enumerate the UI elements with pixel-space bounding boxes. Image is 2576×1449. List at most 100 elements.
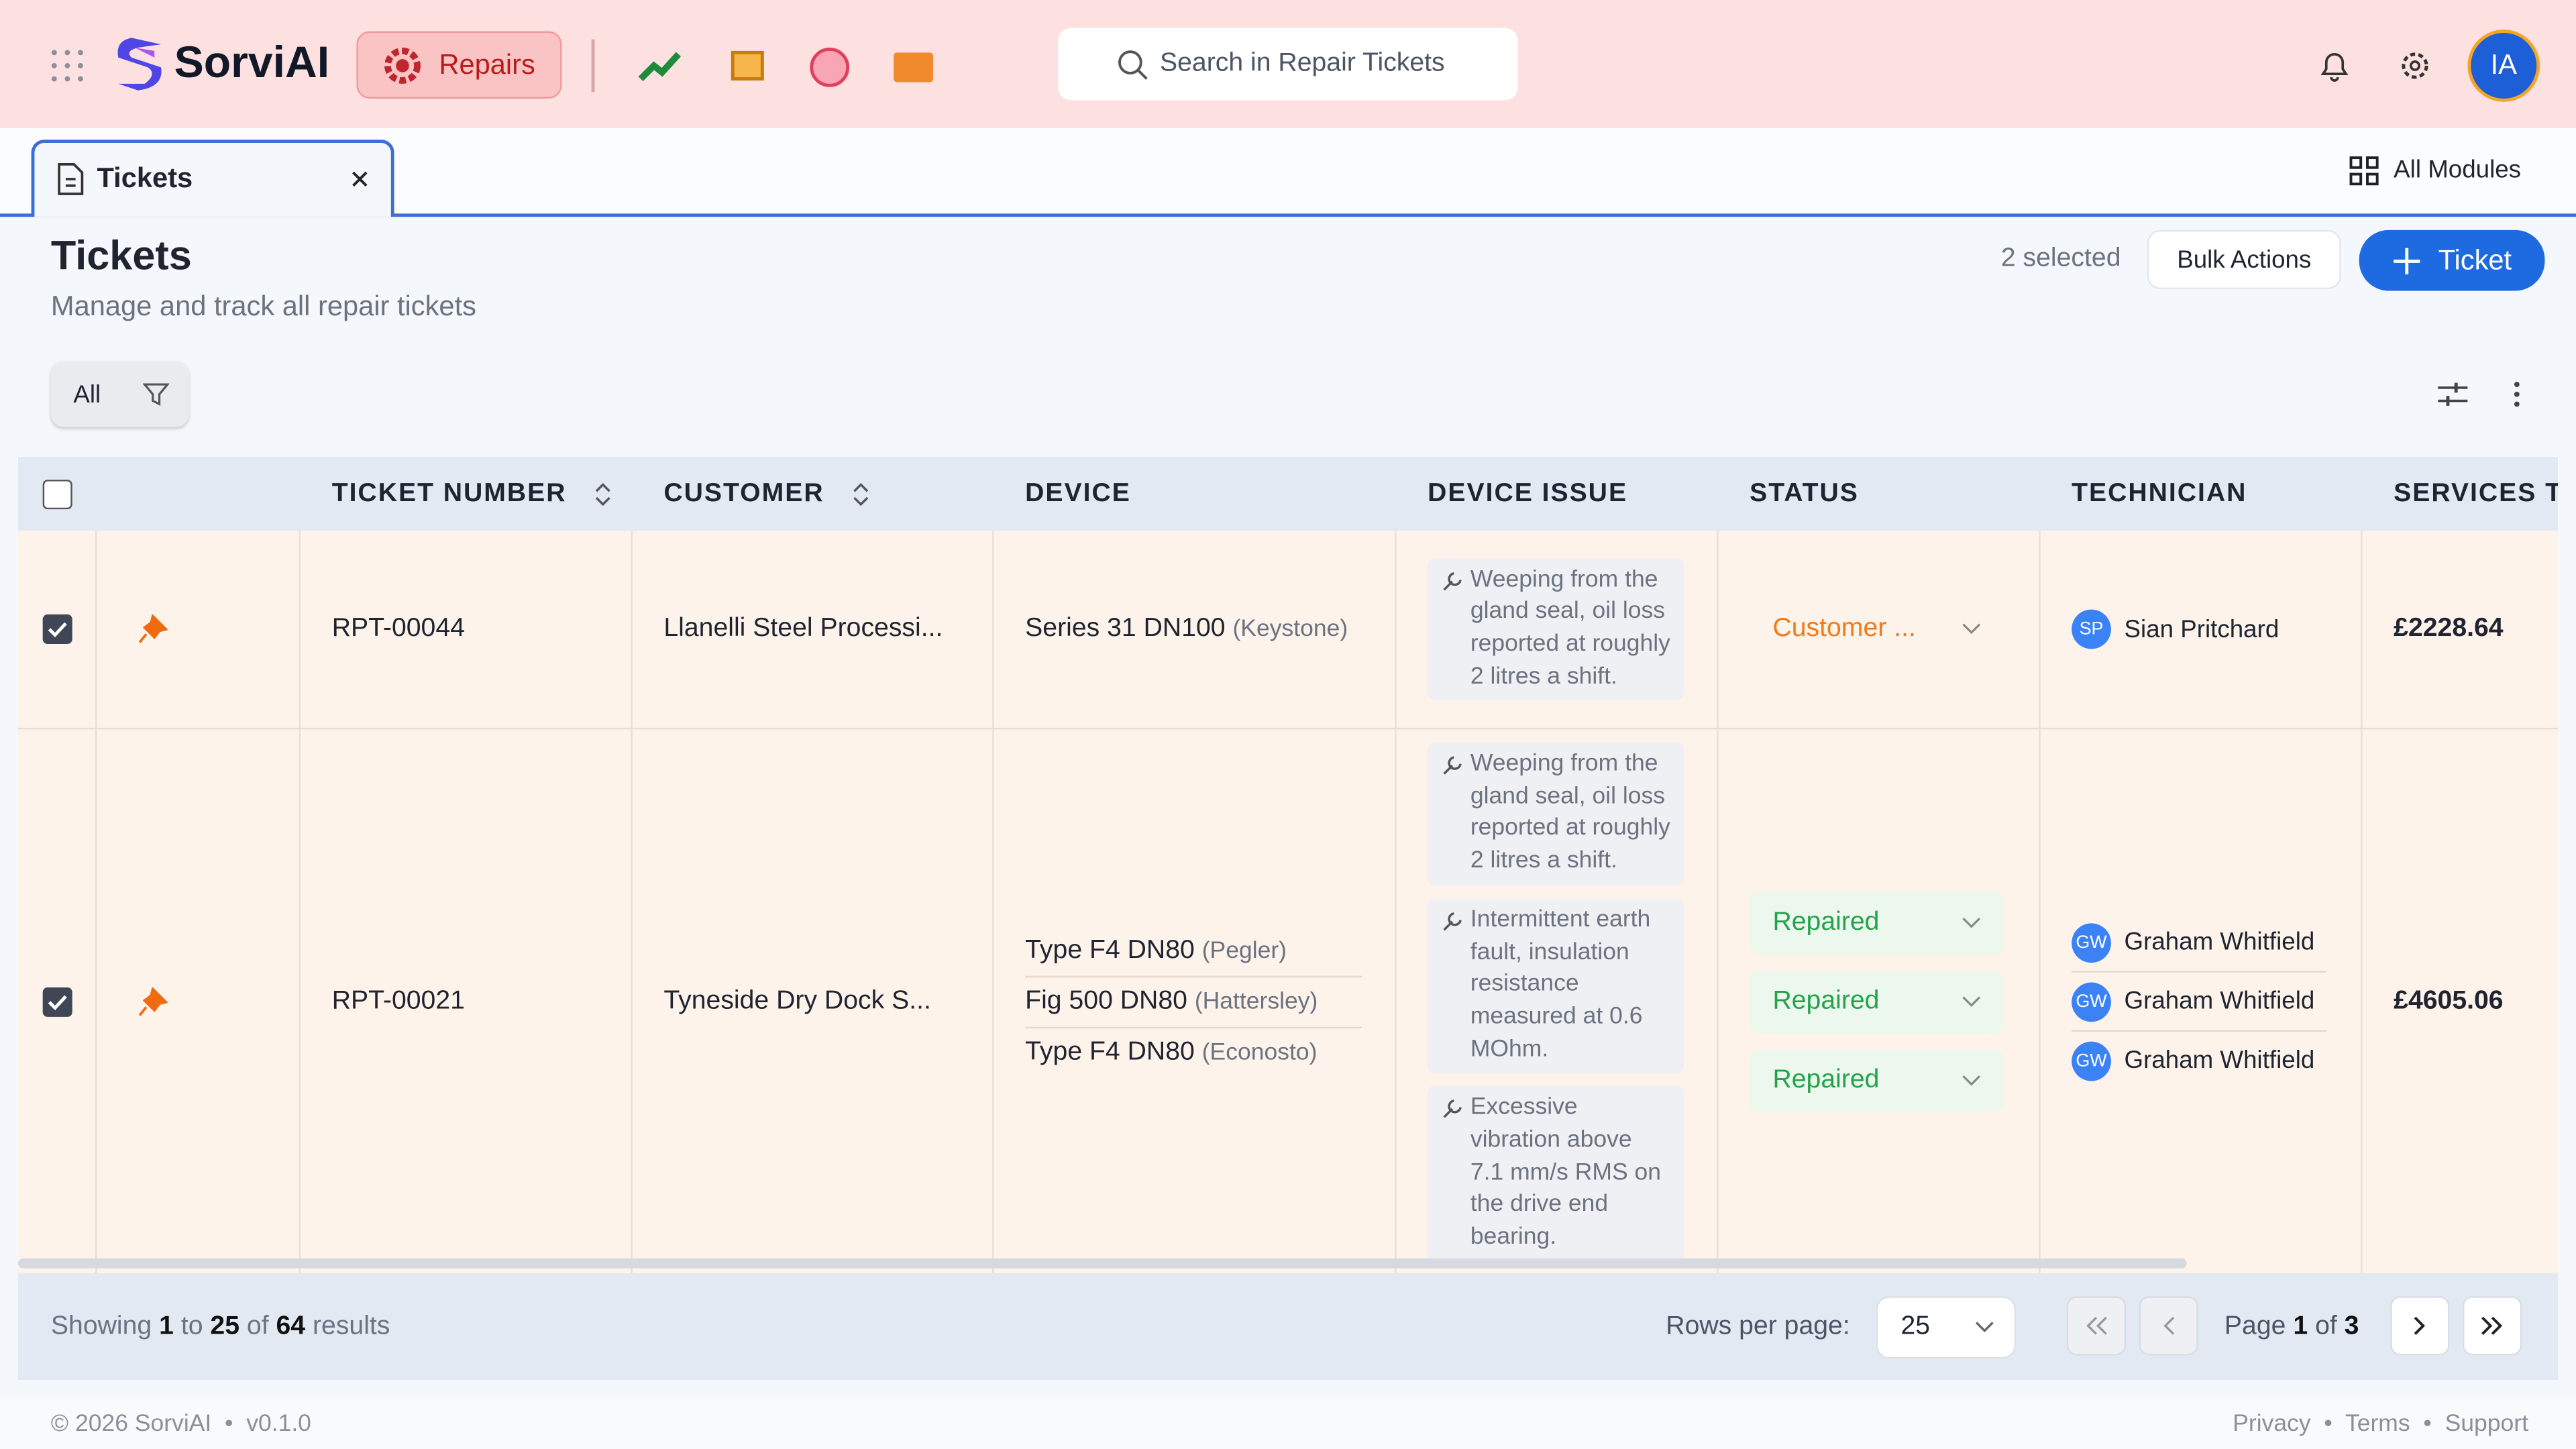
- last-page[interactable]: [2463, 1296, 2522, 1356]
- checkbox[interactable]: [42, 614, 72, 645]
- plus-icon: [2394, 247, 2420, 274]
- text: 1: [159, 1312, 174, 1341]
- settings-icon[interactable]: [2397, 48, 2433, 84]
- tech-avatar: GW: [2072, 982, 2111, 1022]
- terms-link[interactable]: Terms: [2345, 1411, 2410, 1438]
- column-label: DEVICE ISSUE: [1428, 478, 1628, 507]
- first-page[interactable]: [2066, 1296, 2126, 1356]
- chevron-svg: [1962, 1075, 1981, 1086]
- sort-icon-svg: [853, 482, 868, 506]
- status-select[interactable]: Repaired: [1750, 892, 2004, 955]
- text: 64: [276, 1312, 306, 1341]
- pin-cell: [97, 531, 301, 728]
- chevron-svg: [1962, 623, 1981, 635]
- device: Fig 500 DN80 (Hattersley): [1025, 977, 1362, 1028]
- checkbox[interactable]: [42, 987, 72, 1017]
- chevron: [1962, 996, 1981, 1009]
- text: Showing: [50, 1312, 152, 1341]
- module-label: Repairs: [439, 48, 535, 80]
- tech-avatar: GW: [2072, 923, 2111, 963]
- inventory-icon[interactable]: [723, 43, 769, 89]
- device-brand: (Econosto): [1201, 1040, 1318, 1067]
- status-select[interactable]: Repaired: [1750, 1049, 2004, 1112]
- status-cell: Customer ...: [1719, 531, 2041, 728]
- status-select[interactable]: Customer ...: [1750, 598, 2004, 660]
- column-label: STATUS: [1750, 478, 1859, 507]
- columns-icon[interactable]: [2436, 380, 2469, 409]
- device-name: Type F4 DN80: [1025, 1038, 1195, 1067]
- select-cell: [18, 729, 97, 1273]
- text: 3: [2344, 1312, 2359, 1341]
- sales-icon[interactable]: [637, 46, 684, 86]
- device: Type F4 DN80 (Pegler): [1025, 926, 1362, 977]
- chevron: [1962, 1074, 1981, 1087]
- filter-all[interactable]: All: [73, 380, 101, 409]
- footer: © 2026 SorviAI • v0.1.0 Privacy • Terms …: [0, 1396, 2576, 1449]
- rows-per-page-select[interactable]: 25: [1876, 1296, 2016, 1359]
- filter-icon[interactable]: [143, 381, 170, 407]
- support-link[interactable]: Support: [2445, 1411, 2528, 1438]
- column-label: TECHNICIAN: [2072, 478, 2247, 507]
- check-icon: [48, 994, 67, 1010]
- icon: [2481, 1316, 2503, 1335]
- text: to: [180, 1312, 203, 1341]
- tech-avatar: SP: [2072, 609, 2111, 649]
- text: 25: [210, 1312, 240, 1341]
- new-ticket-label: Ticket: [2438, 244, 2512, 276]
- wrench-icon: [1443, 572, 1462, 590]
- module-button[interactable]: Repairs: [356, 31, 562, 99]
- privacy-link[interactable]: Privacy: [2233, 1411, 2311, 1438]
- device-cell: Series 31 DN100 (Keystone): [994, 531, 1397, 728]
- device-brand: (Pegler): [1201, 938, 1287, 965]
- header-row: TICKET NUMBER CUSTOMER DEVICE DEVICE ISSUE S…: [17, 456, 2559, 531]
- chevron: [1962, 623, 1981, 636]
- avatar[interactable]: IA: [2467, 30, 2540, 102]
- all-modules[interactable]: All Modules: [2394, 156, 2522, 184]
- column-header: TECHNICIAN: [2041, 457, 2363, 531]
- wrench-icon: [1443, 756, 1462, 775]
- column-header: STATUS: [1719, 457, 2041, 531]
- icon: [2086, 1316, 2107, 1335]
- ticket-row[interactable]: RPT-00044 Llanelli Steel Processi... Serie…: [17, 531, 2559, 730]
- tech-name: Sian Pritchard: [2124, 615, 2279, 643]
- logo-text: SorviAI: [174, 38, 330, 87]
- tab[interactable]: Tickets: [31, 140, 394, 217]
- device-issue: Weeping from the gland seal, oil loss re…: [1428, 742, 1684, 885]
- tab-icon: [58, 163, 84, 195]
- files-icon[interactable]: [890, 46, 936, 86]
- bulk-actions[interactable]: Bulk Actions: [2147, 229, 2341, 290]
- tech-avatar: GW: [2072, 1041, 2111, 1081]
- apps-icon[interactable]: [51, 49, 84, 82]
- modules-icon[interactable]: [2349, 156, 2379, 186]
- technician-cell: GW Graham Whitfield GW Graham Whitfield GW Gr…: [2041, 729, 2363, 1273]
- services-total: £4605.06: [2394, 987, 2504, 1016]
- ticket-row[interactable]: RPT-00021 Tyneside Dry Dock S... Type F4 D…: [17, 729, 2559, 1273]
- technician: GW Graham Whitfield: [2072, 914, 2326, 973]
- new-ticket-button[interactable]: Ticket: [2359, 229, 2545, 291]
- column-label: TICKET NUMBER: [331, 478, 567, 507]
- column-header[interactable]: CUSTOMER: [633, 457, 994, 531]
- next-page[interactable]: [2390, 1296, 2450, 1356]
- column-label: SERVICES TOTAL: [2394, 478, 2558, 507]
- search-box[interactable]: Search in Repair Tickets: [1058, 28, 1518, 101]
- text: of: [246, 1312, 269, 1341]
- prev-page[interactable]: [2139, 1296, 2198, 1356]
- check-icon: [48, 621, 67, 638]
- technician: GW Graham Whitfield: [2072, 973, 2326, 1032]
- tab-close[interactable]: [350, 169, 370, 189]
- issue-cell: Weeping from the gland seal, oil loss re…: [1397, 729, 1719, 1273]
- text: © 2026 SorviAI: [50, 1411, 212, 1438]
- time-icon[interactable]: [806, 43, 853, 89]
- notifications-icon[interactable]: [2316, 48, 2353, 84]
- check-icon-svg: [48, 622, 67, 638]
- checkbox[interactable]: [42, 478, 72, 508]
- more-icon[interactable]: [2509, 380, 2525, 409]
- pin-icon-svg: [138, 987, 168, 1016]
- status-label: Repaired: [1772, 1066, 1880, 1094]
- search-icon: [1118, 50, 1148, 80]
- status-select[interactable]: Repaired: [1750, 971, 2004, 1034]
- column-header[interactable]: TICKET NUMBER: [301, 457, 633, 531]
- check-icon-svg: [48, 995, 67, 1010]
- divider: [591, 39, 595, 93]
